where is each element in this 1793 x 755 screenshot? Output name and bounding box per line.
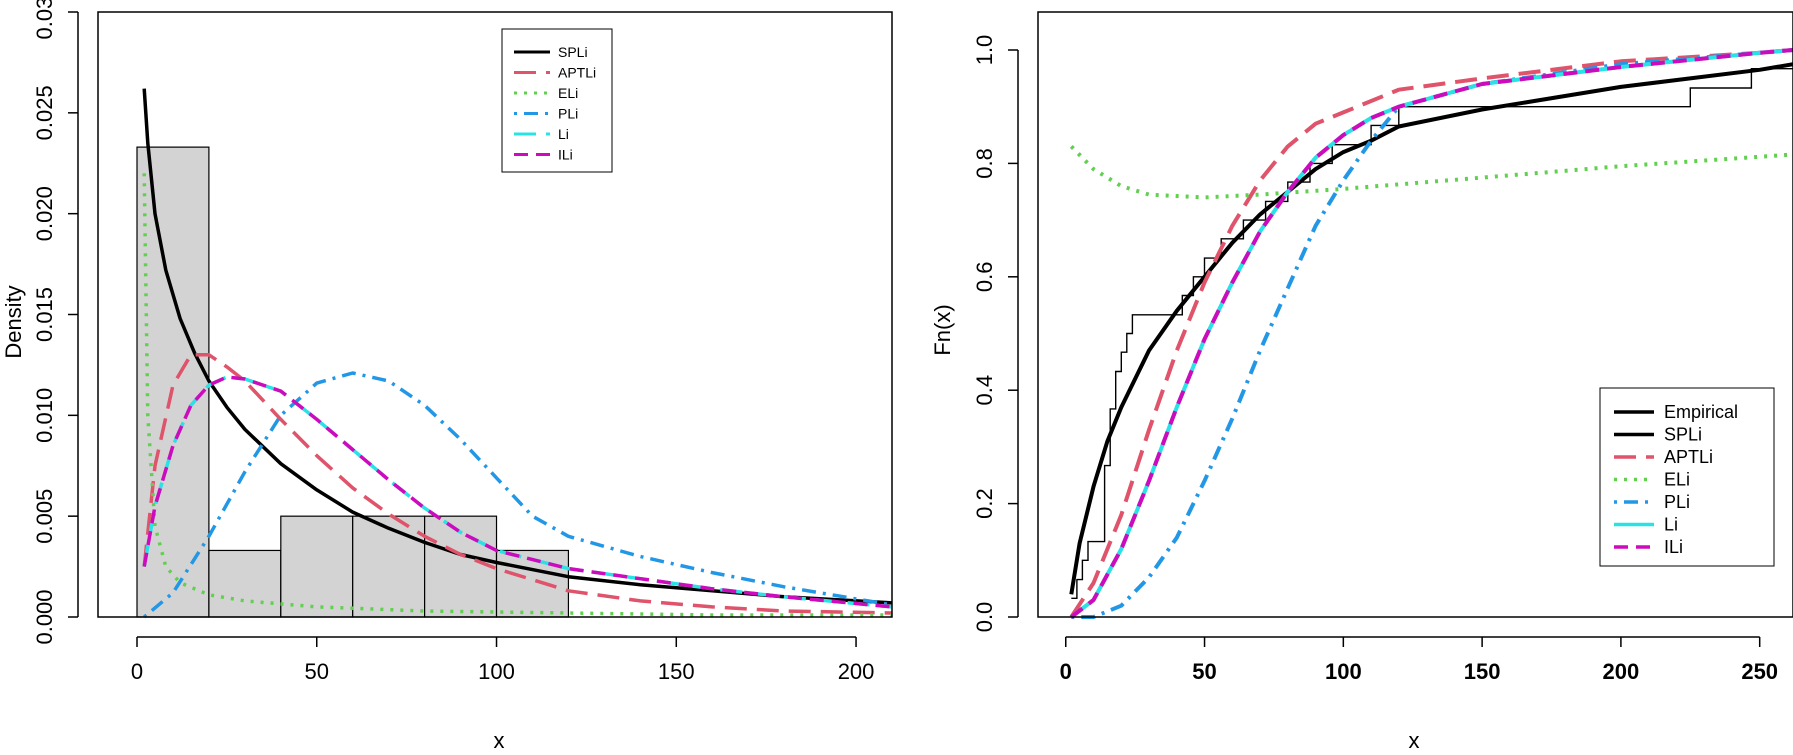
x-tick-label: 0 bbox=[131, 659, 143, 684]
y-axis-label: Density bbox=[1, 285, 26, 358]
density-curves bbox=[142, 88, 893, 619]
y-tick-label: 0.4 bbox=[972, 375, 997, 406]
legend: SPLi APTLi ELi PLi Li ILi bbox=[501, 28, 613, 173]
x-axis-label: x bbox=[1409, 728, 1420, 750]
legend-box bbox=[1599, 387, 1775, 567]
x-tick-label: 200 bbox=[838, 659, 875, 684]
y-tick-label: 0.000 bbox=[32, 589, 57, 644]
curve-eli bbox=[1069, 145, 1788, 200]
legend-label: Empirical bbox=[1664, 402, 1738, 422]
legend-label: Li bbox=[558, 126, 569, 142]
curve-ili bbox=[142, 375, 893, 609]
histogram-bar bbox=[352, 515, 426, 618]
plot-frame bbox=[97, 11, 893, 618]
density-panel: 0 50 100 150 200 0.000 0.005 0.010 0.015 0.020 0.0… bbox=[1, 0, 893, 753]
curve-spli bbox=[142, 88, 893, 605]
histogram-bar bbox=[208, 549, 282, 618]
curve-ili bbox=[1070, 48, 1793, 619]
legend-label: APTLi bbox=[1664, 447, 1713, 467]
y-tick-label: 0.030 bbox=[32, 0, 57, 40]
x-tick-label: 200 bbox=[1603, 659, 1640, 684]
histogram-bar bbox=[280, 515, 354, 618]
legend-label: ILi bbox=[558, 147, 573, 163]
y-tick-label: 0.010 bbox=[32, 388, 57, 443]
legend-label: SPLi bbox=[1664, 425, 1702, 445]
y-tick-label: 0.0 bbox=[972, 602, 997, 633]
histogram-bars bbox=[136, 146, 570, 618]
curve-eli bbox=[142, 173, 892, 617]
legend-label: ELi bbox=[1664, 470, 1690, 490]
x-tick-label: 100 bbox=[478, 659, 515, 684]
x-tick-label: 50 bbox=[305, 659, 329, 684]
curve-aptli bbox=[1069, 48, 1793, 619]
curve-spli bbox=[1069, 62, 1793, 595]
x-tick-label: 150 bbox=[658, 659, 695, 684]
legend-label: Li bbox=[1664, 515, 1678, 535]
x-tick-label: 100 bbox=[1325, 659, 1362, 684]
axes: 0 50 100 150 200 0.000 0.005 0.010 0.015 0.020 0.0… bbox=[32, 0, 874, 684]
y-tick-label: 0.015 bbox=[32, 287, 57, 342]
histogram-bar bbox=[495, 549, 570, 618]
plot-frame bbox=[1037, 11, 1793, 618]
legend-label: SPLi bbox=[558, 44, 588, 60]
y-axis-label: Fn(x) bbox=[930, 304, 955, 355]
legend-label: PLi bbox=[558, 106, 578, 122]
curve-aptli bbox=[142, 353, 893, 615]
legend-label: PLi bbox=[1664, 492, 1690, 512]
legend-label: ELi bbox=[558, 85, 578, 101]
legend-box bbox=[501, 28, 613, 173]
cdf-curves bbox=[1069, 48, 1793, 619]
y-tick-label: 0.020 bbox=[32, 186, 57, 241]
y-tick-label: 0.6 bbox=[972, 262, 997, 293]
x-tick-label: 50 bbox=[1192, 659, 1216, 684]
x-axis-label: x bbox=[494, 728, 505, 750]
y-tick-label: 1.0 bbox=[972, 35, 997, 66]
x-tick-label: 0 bbox=[1060, 659, 1072, 684]
x-tick-label: 250 bbox=[1741, 659, 1778, 684]
y-tick-label: 0.2 bbox=[972, 488, 997, 519]
legend-label: ILi bbox=[1664, 537, 1683, 557]
y-tick-label: 0.8 bbox=[972, 148, 997, 179]
y-tick-label: 0.025 bbox=[32, 85, 57, 140]
y-tick-label: 0.005 bbox=[32, 489, 57, 544]
legend-label: APTLi bbox=[558, 65, 596, 81]
axes: 0 50 100 150 200 250 0.0 0.2 0.4 0.6 0.8 1.0 bbox=[972, 35, 1778, 684]
x-tick-label: 150 bbox=[1464, 659, 1501, 684]
